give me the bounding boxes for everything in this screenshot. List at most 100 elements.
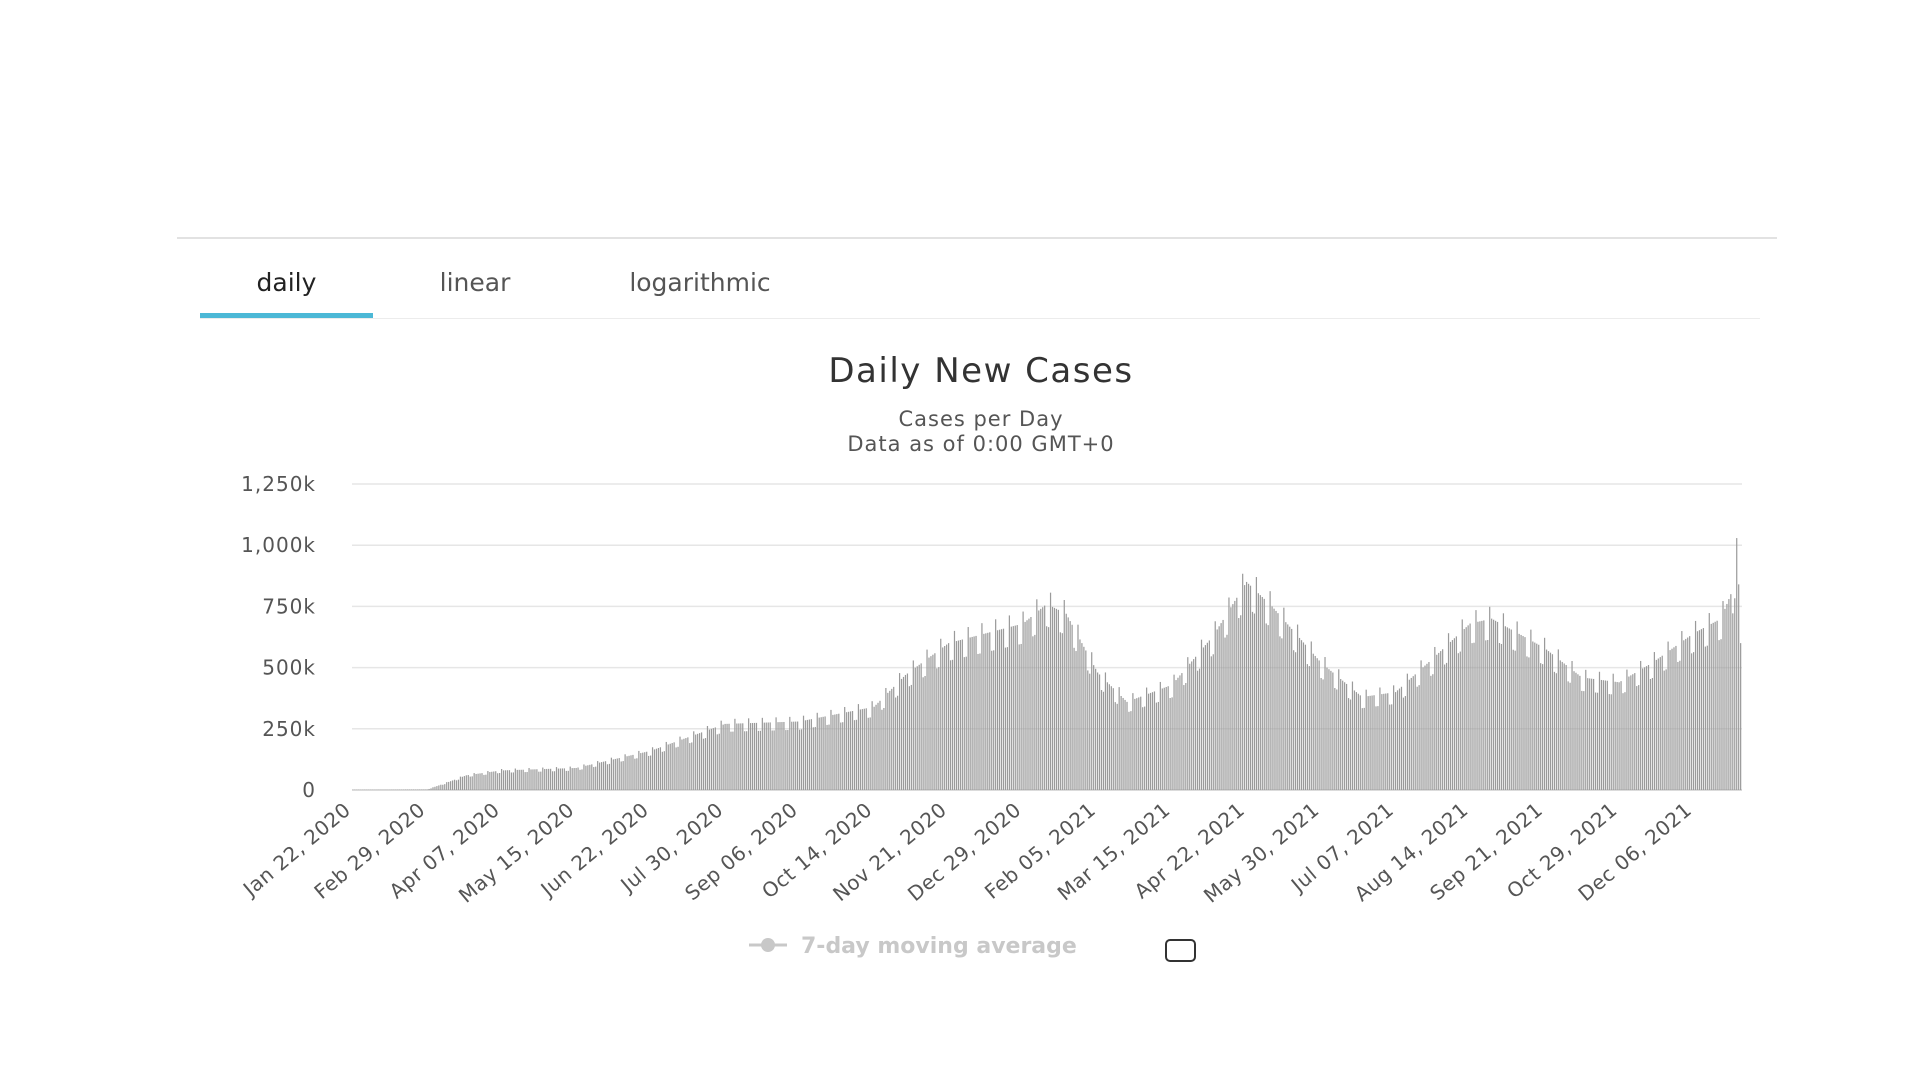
bar <box>1036 599 1038 790</box>
bar <box>979 653 981 790</box>
bar <box>608 763 611 790</box>
bar <box>1355 692 1357 790</box>
tab-logarithmic[interactable]: logarithmic <box>629 268 771 297</box>
bar <box>1112 688 1114 790</box>
bar <box>834 714 836 790</box>
bar <box>1118 687 1120 790</box>
bar <box>716 734 718 790</box>
bar <box>1712 622 1714 790</box>
bar <box>1598 671 1601 790</box>
bar <box>1493 619 1495 790</box>
bar <box>1147 693 1150 790</box>
bar <box>438 785 440 790</box>
bar <box>1179 675 1181 790</box>
bar <box>1643 667 1646 790</box>
bar <box>1557 649 1559 790</box>
y-tick-label: 1,250k <box>241 472 316 496</box>
bar <box>1220 623 1222 790</box>
bar <box>463 776 465 790</box>
bar <box>1618 682 1620 790</box>
bar <box>550 768 552 790</box>
bar <box>630 755 632 790</box>
bar <box>455 780 458 790</box>
legend-toggle-checkbox[interactable] <box>1165 939 1196 962</box>
bar <box>949 660 952 790</box>
bar <box>1340 679 1342 790</box>
bar <box>1636 686 1638 790</box>
bar <box>1247 583 1250 790</box>
bar <box>446 782 448 790</box>
bar <box>1596 692 1599 790</box>
bar <box>1083 646 1085 790</box>
bar <box>669 743 671 790</box>
bar <box>1200 639 1203 790</box>
bar <box>989 632 991 790</box>
bar <box>1387 693 1389 790</box>
bar <box>1628 676 1630 790</box>
bar <box>1738 584 1740 790</box>
bar <box>969 637 971 790</box>
bar <box>642 752 644 790</box>
bar <box>595 766 597 790</box>
bar <box>1440 651 1442 790</box>
bar <box>791 721 793 790</box>
bar <box>1477 621 1479 790</box>
tab-daily[interactable]: daily <box>200 258 373 318</box>
bar <box>1253 613 1256 790</box>
bar <box>904 674 907 790</box>
bar <box>1020 643 1022 790</box>
bar <box>440 784 442 790</box>
bar <box>1171 697 1173 790</box>
bar <box>1504 626 1506 790</box>
bar <box>1526 656 1528 790</box>
bar <box>1196 670 1199 790</box>
bar <box>1204 645 1207 790</box>
bar <box>1161 688 1163 790</box>
bar <box>1269 591 1271 790</box>
bar <box>808 719 811 790</box>
bar <box>1571 660 1573 790</box>
bar <box>757 730 760 790</box>
bar <box>1018 644 1020 790</box>
legend-item-moving-average[interactable]: 7-day moving average <box>749 934 1077 959</box>
bar <box>706 725 709 790</box>
bar <box>724 723 726 790</box>
bar <box>1471 643 1473 790</box>
bar <box>1051 606 1054 790</box>
bar <box>771 730 773 790</box>
bar <box>1604 680 1606 790</box>
bar <box>1716 620 1718 790</box>
bar <box>1469 623 1471 790</box>
bar <box>557 768 560 790</box>
bar <box>1098 674 1101 790</box>
bar <box>1740 643 1742 790</box>
bar <box>1391 704 1393 790</box>
bar <box>1589 678 1591 790</box>
bar <box>1434 646 1436 790</box>
bar <box>1691 653 1693 790</box>
bar <box>730 731 732 790</box>
bar <box>922 677 924 790</box>
bar <box>1412 676 1414 790</box>
bar <box>1187 657 1189 790</box>
bar <box>863 708 865 790</box>
bar <box>1361 708 1363 790</box>
bar <box>1508 628 1510 790</box>
bar <box>1240 615 1242 790</box>
bar <box>1110 686 1112 790</box>
bar <box>683 738 685 790</box>
bar <box>1371 695 1373 790</box>
bar <box>1165 686 1167 790</box>
bar <box>1193 659 1195 790</box>
bar <box>661 751 663 790</box>
bar <box>1724 608 1726 790</box>
bar <box>1542 664 1544 790</box>
bar <box>1359 695 1361 790</box>
bar <box>638 750 640 790</box>
bar <box>1138 697 1140 790</box>
bar <box>1642 668 1644 790</box>
bar <box>1524 637 1526 790</box>
tab-linear[interactable]: linear <box>439 268 511 297</box>
bar <box>1522 636 1524 790</box>
bar <box>1449 641 1452 790</box>
